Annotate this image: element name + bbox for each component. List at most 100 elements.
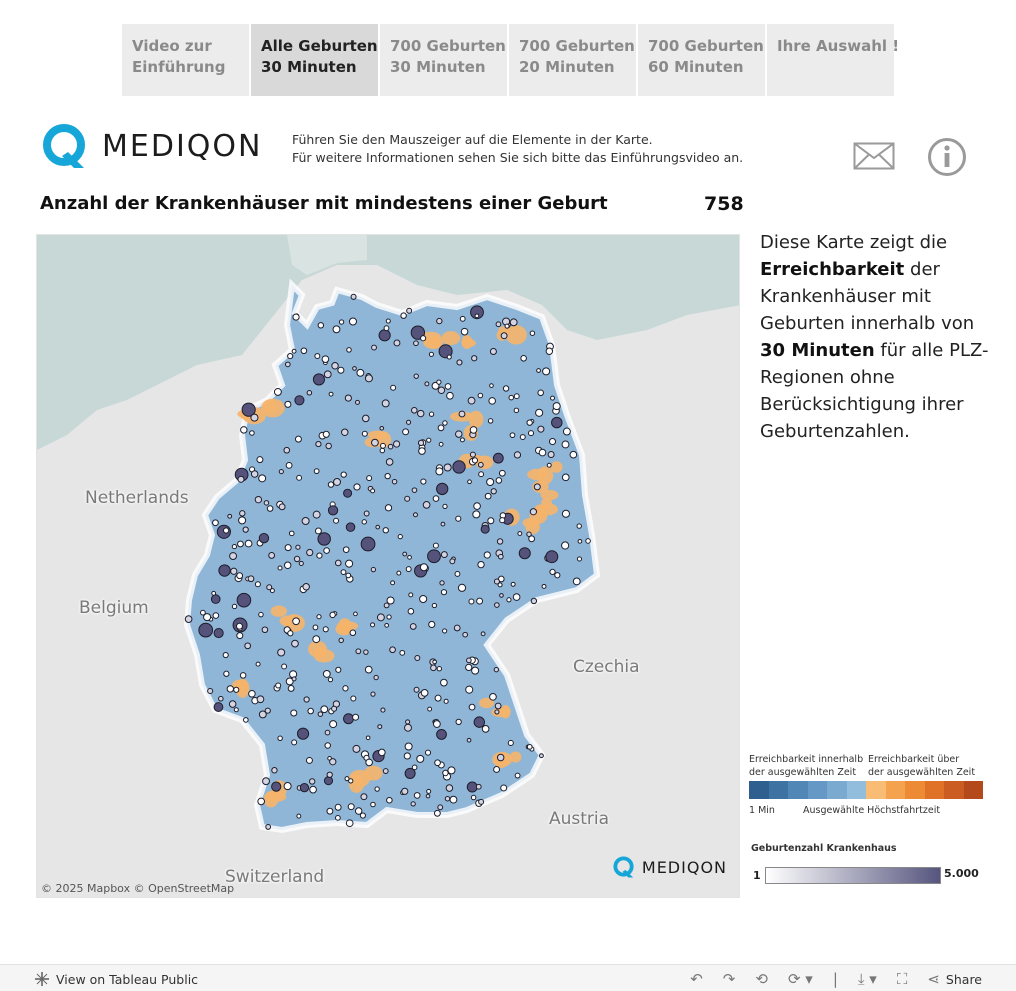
hospital-marker[interactable]	[432, 720, 441, 728]
region-over-time[interactable]	[264, 399, 277, 413]
hospital-marker[interactable]	[406, 419, 412, 425]
hospital-marker[interactable]	[352, 366, 357, 371]
hospital-marker[interactable]	[242, 526, 249, 533]
hospital-marker[interactable]	[572, 577, 581, 586]
hospital-marker[interactable]	[406, 307, 413, 314]
hospital-marker[interactable]	[514, 772, 521, 779]
hospital-marker[interactable]	[309, 785, 317, 794]
hospital-marker[interactable]	[244, 642, 252, 650]
hospital-marker[interactable]	[379, 425, 385, 431]
hospital-marker[interactable]	[254, 495, 263, 504]
hospital-marker[interactable]	[504, 323, 510, 329]
hospital-marker[interactable]	[300, 347, 308, 355]
hospital-marker[interactable]	[546, 462, 552, 468]
hospital-marker[interactable]	[397, 533, 403, 540]
hospital-marker[interactable]	[198, 622, 214, 638]
hospital-marker[interactable]	[489, 347, 497, 356]
hospital-marker[interactable]	[435, 467, 444, 476]
hospital-marker[interactable]	[446, 354, 452, 360]
hospital-marker[interactable]	[403, 752, 411, 760]
tab-700-births-60[interactable]: 700 Geburten 60 Minuten	[638, 24, 765, 96]
hospital-marker[interactable]	[419, 594, 428, 604]
hospital-marker[interactable]	[489, 692, 497, 701]
hospital-marker[interactable]	[390, 580, 396, 586]
hospital-marker[interactable]	[411, 764, 418, 771]
hospital-marker[interactable]	[413, 792, 421, 799]
hospital-marker[interactable]	[233, 686, 240, 693]
hospital-marker[interactable]	[275, 682, 282, 689]
hospital-marker[interactable]	[332, 325, 341, 334]
hospital-marker[interactable]	[341, 428, 349, 437]
hospital-marker[interactable]	[284, 400, 292, 408]
hospital-marker[interactable]	[554, 572, 561, 579]
hospital-marker[interactable]	[265, 824, 272, 830]
hospital-marker[interactable]	[391, 478, 398, 485]
hospital-marker[interactable]	[431, 602, 438, 609]
hospital-marker[interactable]	[293, 555, 301, 563]
hospital-marker[interactable]	[449, 558, 456, 565]
hospital-marker[interactable]	[414, 655, 421, 661]
hospital-marker[interactable]	[210, 594, 221, 604]
hospital-marker[interactable]	[345, 572, 352, 579]
hospital-marker[interactable]	[399, 649, 406, 656]
fullscreen-icon[interactable]: ⛶	[896, 970, 908, 988]
hospital-marker[interactable]	[384, 472, 391, 480]
hospital-marker[interactable]	[295, 544, 301, 550]
hospital-marker[interactable]	[386, 614, 392, 620]
hospital-marker[interactable]	[426, 788, 432, 794]
hospital-marker[interactable]	[323, 370, 332, 379]
hospital-marker[interactable]	[466, 657, 472, 664]
hospital-marker[interactable]	[360, 793, 368, 801]
hospital-marker[interactable]	[500, 784, 508, 792]
hospital-marker[interactable]	[316, 614, 322, 620]
hospital-marker[interactable]	[348, 317, 357, 326]
hospital-marker[interactable]	[512, 593, 521, 601]
hospital-marker[interactable]	[271, 767, 278, 774]
hospital-marker[interactable]	[340, 569, 347, 576]
hospital-marker[interactable]	[497, 582, 503, 588]
hospital-marker[interactable]	[323, 776, 334, 786]
hospital-marker[interactable]	[506, 597, 512, 603]
hospital-marker[interactable]	[231, 543, 238, 550]
hospital-marker[interactable]	[243, 717, 249, 723]
hospital-marker[interactable]	[320, 705, 329, 714]
hospital-marker[interactable]	[212, 612, 220, 619]
hospital-marker[interactable]	[460, 327, 469, 336]
hospital-marker[interactable]	[378, 329, 391, 342]
map-attribution[interactable]: © 2025 Mapbox © OpenStreetMap	[41, 882, 235, 895]
hospital-marker[interactable]	[380, 442, 386, 449]
hospital-marker[interactable]	[444, 796, 451, 802]
hospital-marker[interactable]	[312, 635, 321, 644]
hospital-marker[interactable]	[334, 814, 341, 821]
hospital-marker[interactable]	[370, 622, 376, 628]
hospital-marker[interactable]	[294, 435, 302, 443]
hospital-marker[interactable]	[248, 690, 256, 698]
hospital-marker[interactable]	[338, 637, 344, 644]
hospital-marker[interactable]	[426, 437, 432, 443]
hospital-marker[interactable]	[254, 581, 261, 588]
hospital-marker[interactable]	[468, 703, 476, 711]
tab-all-births-30[interactable]: Alle Geburten 30 Minuten	[251, 24, 378, 96]
hospital-marker[interactable]	[269, 588, 275, 594]
hospital-marker[interactable]	[314, 353, 321, 359]
hospital-marker[interactable]	[277, 648, 286, 657]
hospital-marker[interactable]	[465, 685, 474, 694]
hospital-marker[interactable]	[329, 758, 337, 766]
mail-icon[interactable]	[853, 142, 895, 170]
hospital-marker[interactable]	[465, 663, 473, 672]
hospital-marker[interactable]	[439, 580, 445, 586]
hospital-marker[interactable]	[239, 672, 247, 679]
hospital-marker[interactable]	[437, 424, 445, 432]
tab-700-births-20[interactable]: 700 Geburten 20 Minuten	[509, 24, 636, 96]
hospital-marker[interactable]	[509, 432, 516, 439]
hospital-marker[interactable]	[344, 776, 350, 782]
hospital-marker[interactable]	[227, 513, 233, 519]
hospital-marker[interactable]	[292, 617, 300, 626]
hospital-marker[interactable]	[383, 325, 390, 332]
hospital-marker[interactable]	[236, 632, 244, 640]
hospital-marker[interactable]	[445, 784, 454, 792]
hospital-marker[interactable]	[233, 707, 239, 713]
hospital-marker[interactable]	[354, 807, 363, 815]
hospital-marker[interactable]	[331, 362, 339, 370]
hospital-marker[interactable]	[380, 707, 386, 713]
